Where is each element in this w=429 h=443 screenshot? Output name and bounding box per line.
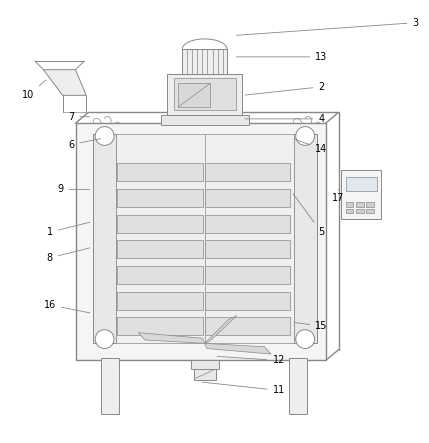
Circle shape [95, 330, 114, 349]
Bar [205, 163, 290, 181]
Bar [117, 163, 202, 181]
Text: 10: 10 [22, 80, 45, 101]
Bar [356, 209, 364, 213]
Text: 6: 6 [68, 139, 100, 150]
Bar [366, 202, 374, 206]
Bar [161, 115, 249, 125]
Bar [205, 291, 290, 310]
Bar [117, 291, 202, 310]
Bar [205, 266, 290, 284]
Bar [289, 358, 307, 414]
Bar [293, 134, 317, 343]
Bar [93, 134, 116, 343]
Bar [205, 215, 290, 233]
Circle shape [95, 127, 114, 145]
Bar [117, 189, 202, 207]
Bar [341, 170, 381, 219]
Text: 11: 11 [202, 382, 285, 396]
Circle shape [296, 127, 314, 145]
Bar [205, 317, 290, 335]
Text: 9: 9 [57, 184, 90, 194]
Text: 12: 12 [217, 355, 285, 365]
Bar [346, 209, 353, 213]
Bar [117, 215, 202, 233]
Text: 7: 7 [68, 112, 90, 122]
Text: 14: 14 [294, 139, 327, 154]
Text: 3: 3 [236, 18, 419, 35]
Bar [182, 49, 227, 74]
Polygon shape [43, 70, 86, 95]
Text: 17: 17 [332, 190, 344, 203]
Bar [117, 240, 202, 258]
Bar [101, 358, 119, 414]
Text: 13: 13 [236, 52, 327, 62]
Bar [76, 123, 326, 361]
Polygon shape [205, 315, 237, 343]
Bar [346, 177, 377, 191]
Bar [178, 83, 210, 107]
Bar [117, 317, 202, 335]
Bar [346, 202, 353, 206]
Polygon shape [139, 333, 205, 343]
Text: 4: 4 [245, 114, 324, 124]
Bar [356, 202, 364, 206]
Bar [205, 189, 290, 207]
Text: 1: 1 [47, 222, 90, 237]
Bar [116, 134, 293, 343]
Bar [194, 369, 216, 380]
Text: 2: 2 [245, 82, 324, 95]
Text: 8: 8 [47, 248, 90, 263]
Text: 5: 5 [293, 194, 324, 237]
Text: 16: 16 [44, 300, 90, 313]
Bar [167, 74, 242, 115]
Bar [205, 240, 290, 258]
Bar [117, 266, 202, 284]
Bar [366, 209, 374, 213]
Bar [174, 78, 236, 110]
Circle shape [296, 330, 314, 349]
Bar [191, 360, 219, 369]
Text: 15: 15 [294, 321, 328, 331]
Polygon shape [205, 343, 271, 354]
